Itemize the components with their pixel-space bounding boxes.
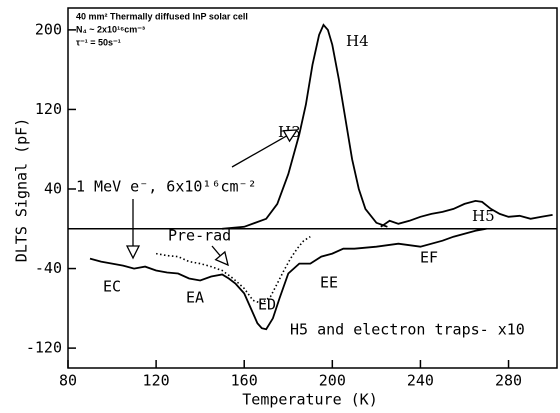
x-tick-label: 280 [495, 372, 522, 390]
annotation: H4 [346, 32, 369, 50]
annotation: 1 MeV e⁻, 6x10¹⁶cm⁻² [76, 178, 257, 196]
x-axis-label: Temperature (K) [242, 391, 377, 409]
annotation: EE [320, 274, 338, 292]
annotation: Pre-rad [168, 227, 231, 245]
annotation: EA [186, 289, 204, 307]
annotation: H5 and electron traps- x10 [290, 321, 525, 339]
data-line [89, 227, 487, 331]
x-tick-label: 160 [231, 372, 258, 390]
plot-frame [67, 7, 558, 369]
data-line [155, 236, 311, 305]
annotation: H5 [472, 207, 495, 225]
annotation: ED [258, 296, 276, 314]
x-tick-label: 240 [407, 372, 434, 390]
data-line [380, 199, 553, 228]
y-tick-label: 200 [35, 20, 62, 38]
y-axis-label: DLTS Signal (pF) [13, 118, 31, 263]
arrow-head [282, 129, 299, 143]
annotation: EC [103, 278, 121, 296]
arrow-head [125, 245, 141, 260]
y-tick-label: -120 [26, 339, 62, 357]
y-tick-label: -40 [35, 259, 62, 277]
x-tick-label: 80 [59, 372, 77, 390]
arrow-shaft [211, 245, 221, 257]
inset-text: 40 mm² Thermally diffused InP solar cell [76, 11, 248, 21]
inset-text: N₄ ~ 2x10¹⁶cm⁻³ [76, 24, 145, 34]
x-tick-label: 200 [319, 372, 346, 390]
y-tick-label: 40 [44, 179, 62, 197]
arrow-head [214, 250, 229, 267]
arrow-shaft [231, 135, 287, 168]
y-tick-label: 120 [35, 100, 62, 118]
inset-text: τ⁻¹ = 50s⁻¹ [76, 37, 121, 47]
x-tick-label: 120 [143, 372, 170, 390]
data-line [222, 23, 388, 230]
annotation: EF [420, 249, 438, 267]
